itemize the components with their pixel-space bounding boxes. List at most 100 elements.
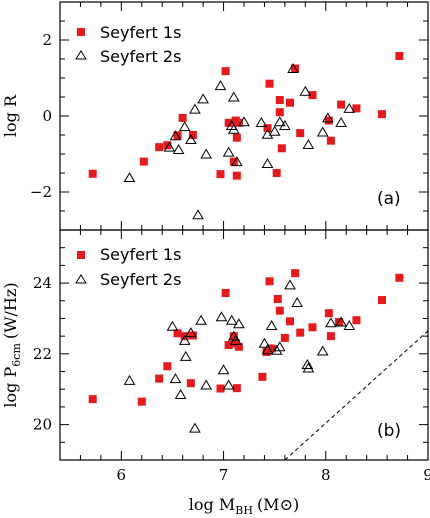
- data-point-seyfert-2: [172, 143, 185, 154]
- data-point-seyfert-2: [258, 337, 271, 348]
- data-point-seyfert-2: [255, 116, 268, 127]
- data-point-seyfert-2: [189, 103, 201, 114]
- data-point-seyfert-2: [343, 320, 356, 331]
- data-point-seyfert-2: [217, 364, 230, 375]
- data-point-seyfert-2: [273, 341, 286, 352]
- data-point-seyfert-2: [261, 158, 274, 168]
- panel-a-y-axis-label: log R: [1, 94, 20, 137]
- panel-b-legend: Seyfert 1s Seyfert 2s: [75, 245, 181, 289]
- data-point-seyfert-2: [169, 130, 182, 141]
- legend-marker-seyfert-1s: [77, 28, 85, 36]
- data-point-seyfert-2: [169, 373, 182, 384]
- panel-a-legend: Seyfert 1s Seyfert 2s: [75, 23, 181, 66]
- panel-a-y-tick-label: 2: [42, 31, 52, 49]
- x-label-main: log M: [189, 495, 235, 514]
- data-point-seyfert-2: [230, 156, 243, 167]
- y-label-unit: (W/Hz): [1, 282, 20, 339]
- panel-a-y-tick-label: 0: [42, 107, 52, 125]
- data-point-seyfert-1: [232, 171, 241, 180]
- data-point-seyfert-2: [268, 125, 281, 136]
- panel-a-ticks: [59, 1, 429, 231]
- panel-b: 20 22 24 6 7 8 9 Seyfert 1s Seyfert 2s (b) log…: [1, 229, 430, 517]
- panel-b-frame: [59, 229, 429, 461]
- data-point-seyfert-2: [284, 279, 296, 290]
- x-label-unit: (M⊙): [257, 495, 299, 514]
- data-point-seyfert-2: [123, 172, 136, 183]
- data-point-seyfert-2: [179, 350, 192, 361]
- data-point-seyfert-1: [137, 397, 146, 406]
- data-point-seyfert-1: [378, 296, 386, 305]
- panel-b-points: [88, 269, 404, 433]
- y-label-main: log P: [1, 366, 20, 407]
- data-point-seyfert-1: [229, 332, 238, 341]
- data-point-seyfert-1: [188, 131, 197, 139]
- data-point-seyfert-1: [232, 384, 241, 393]
- panel-b-y-tick-label: 24: [33, 274, 52, 292]
- legend-label-seyfert-2s: Seyfert 2s: [100, 47, 181, 66]
- panel-b-tick-labels: 20 22 24 6 7 8 9: [33, 274, 430, 484]
- data-point-seyfert-1: [378, 110, 386, 119]
- data-point-seyfert-1: [326, 332, 335, 341]
- data-point-seyfert-2: [233, 318, 245, 329]
- data-point-seyfert-2: [163, 141, 176, 152]
- data-point-seyfert-1: [224, 341, 233, 349]
- y-label-subscript: 6cm: [10, 343, 23, 367]
- data-point-seyfert-1: [272, 169, 281, 177]
- panel-a: −2 0 2 Seyfert 1s Seyfert 2s (a) log R: [1, 1, 429, 231]
- data-point-seyfert-2: [178, 334, 191, 345]
- x-tick-label: 7: [219, 466, 229, 484]
- panel-b-y-axis-label: log P6cm (W/Hz): [1, 282, 23, 407]
- data-point-seyfert-2: [287, 63, 299, 73]
- data-point-seyfert-1: [395, 51, 404, 60]
- data-point-seyfert-1: [155, 374, 164, 383]
- x-tick-label: 6: [117, 466, 127, 484]
- panel-b-y-tick-label: 20: [33, 416, 52, 434]
- panel-a-y-tick-label: −2: [30, 183, 52, 201]
- data-point-seyfert-1: [275, 96, 284, 105]
- data-point-seyfert-2: [270, 344, 283, 355]
- data-point-seyfert-1: [324, 309, 333, 318]
- data-point-seyfert-1: [267, 344, 276, 353]
- data-point-seyfert-1: [163, 362, 172, 371]
- data-point-seyfert-1: [232, 133, 241, 142]
- panel-a-tick-labels: −2 0 2: [30, 31, 52, 201]
- data-point-seyfert-1: [286, 98, 294, 107]
- data-point-seyfert-1: [216, 170, 225, 179]
- data-point-seyfert-2: [174, 389, 187, 400]
- panel-b-ticks: [59, 229, 429, 461]
- x-axis-label: log MBH (M⊙): [189, 495, 299, 517]
- data-point-seyfert-1: [395, 273, 404, 282]
- data-point-seyfert-1: [186, 379, 195, 388]
- data-point-seyfert-2: [302, 139, 315, 149]
- data-point-seyfert-1: [155, 143, 164, 152]
- data-point-seyfert-2: [184, 134, 197, 145]
- data-point-seyfert-2: [227, 91, 240, 102]
- data-point-seyfert-1: [234, 118, 243, 127]
- data-point-seyfert-1: [326, 136, 335, 145]
- data-point-seyfert-2: [123, 374, 136, 385]
- data-point-seyfert-2: [192, 209, 204, 220]
- legend-label-seyfert-1s: Seyfert 1s: [100, 245, 181, 264]
- data-point-seyfert-1: [296, 328, 305, 337]
- reference-line: [284, 330, 429, 461]
- data-point-seyfert-2: [343, 102, 356, 113]
- data-point-seyfert-1: [291, 269, 300, 278]
- data-point-seyfert-2: [214, 80, 227, 91]
- data-point-seyfert-2: [265, 320, 278, 331]
- data-point-seyfert-1: [308, 91, 317, 100]
- panel-b-y-tick-label: 22: [33, 345, 52, 363]
- data-point-seyfert-2: [316, 345, 329, 356]
- data-point-seyfert-1: [275, 108, 284, 117]
- data-point-seyfert-2: [238, 116, 250, 127]
- x-label-subscript: BH: [235, 504, 253, 517]
- data-point-seyfert-2: [335, 116, 347, 127]
- data-point-seyfert-2: [321, 112, 334, 123]
- data-point-seyfert-2: [261, 344, 274, 355]
- data-point-seyfert-1: [286, 317, 294, 326]
- x-tick-label: 8: [321, 466, 331, 484]
- data-point-seyfert-1: [291, 64, 300, 73]
- x-tick-label: 9: [423, 466, 430, 484]
- data-point-seyfert-1: [277, 144, 286, 153]
- data-point-seyfert-2: [200, 379, 213, 390]
- data-point-seyfert-2: [222, 379, 235, 390]
